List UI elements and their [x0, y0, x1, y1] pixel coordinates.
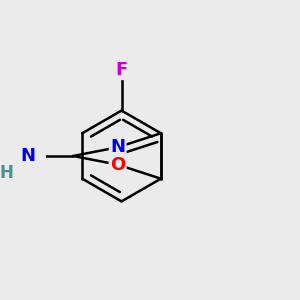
- Text: H: H: [0, 164, 14, 182]
- Text: O: O: [110, 156, 125, 174]
- Text: F: F: [116, 61, 128, 79]
- Text: N: N: [20, 147, 35, 165]
- Text: N: N: [110, 138, 125, 156]
